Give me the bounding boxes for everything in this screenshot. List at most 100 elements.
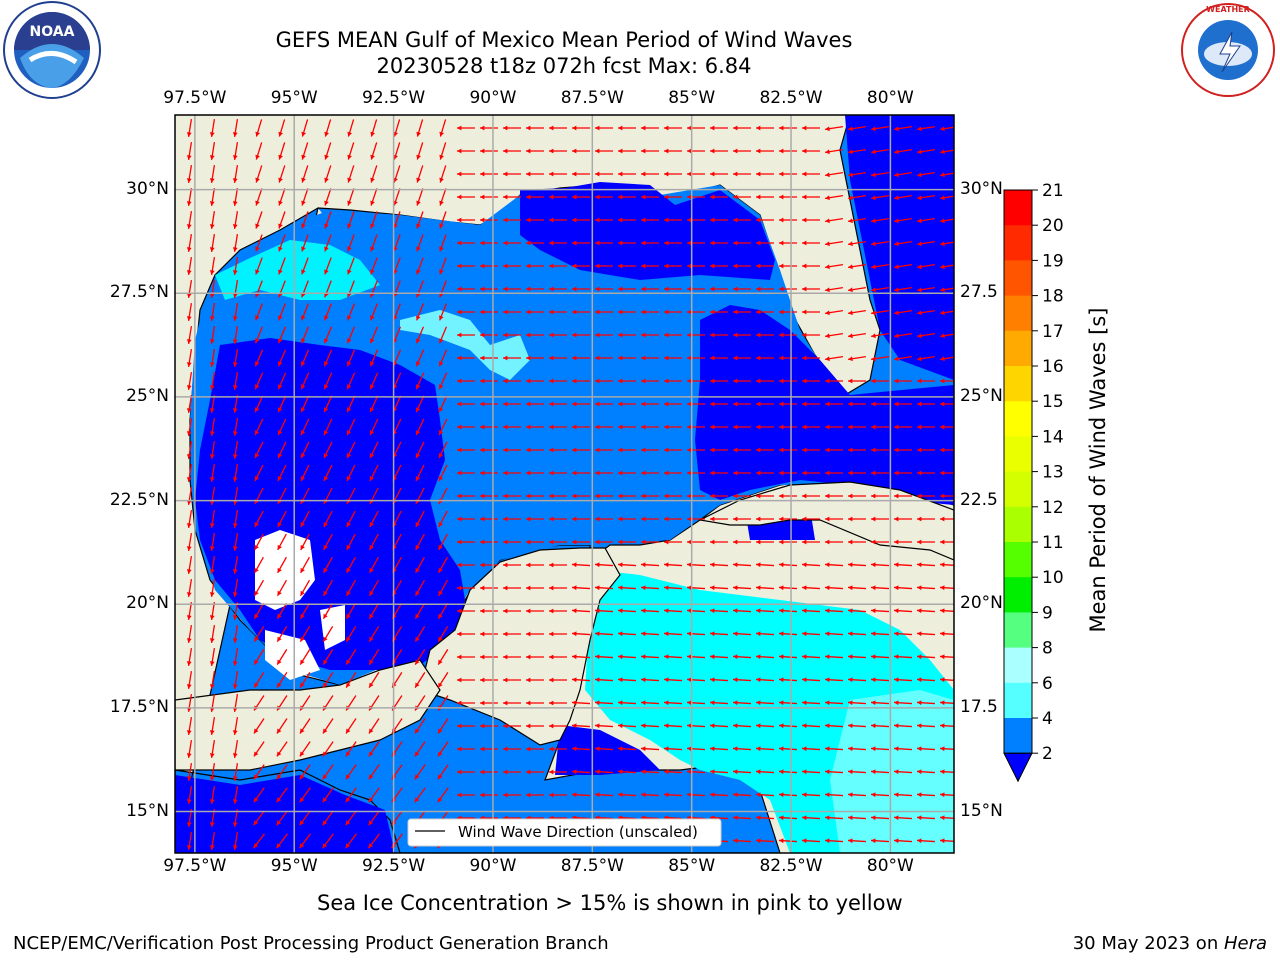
lat-label-left: 17.5°N	[109, 696, 169, 717]
wave-arrow	[209, 510, 216, 528]
wave-arrow	[255, 142, 263, 160]
wave-arrow	[939, 700, 954, 706]
wave-arrow	[664, 217, 682, 223]
wave-arrow	[779, 217, 797, 223]
wave-arrow	[801, 608, 821, 614]
wave-arrow	[457, 723, 475, 729]
wave-arrow	[347, 211, 355, 229]
wave-arrow	[277, 326, 287, 344]
wave-arrow	[370, 142, 378, 160]
lon-label-top: 87.5°W	[560, 88, 624, 108]
wave-arrow	[709, 723, 729, 729]
wave-arrow	[276, 625, 288, 643]
wave-arrow	[871, 309, 889, 316]
wave-arrow	[232, 165, 239, 183]
wave-arrow	[232, 556, 239, 574]
wave-arrow	[778, 654, 798, 660]
lon-label-bottom: 90°W	[469, 856, 517, 876]
wave-arrow	[209, 579, 216, 597]
wave-arrow	[414, 741, 426, 757]
wave-arrow	[916, 562, 936, 568]
wave-arrow	[733, 148, 751, 154]
wave-arrow	[595, 286, 613, 292]
wave-arrow	[572, 148, 590, 154]
wave-arrow	[870, 562, 890, 568]
wave-arrow	[323, 464, 333, 482]
wave-arrow	[710, 424, 728, 430]
wave-arrow	[232, 763, 239, 781]
wave-arrow	[779, 424, 797, 430]
wave-arrow	[640, 746, 660, 752]
wave-arrow	[687, 539, 705, 545]
wave-arrow	[779, 286, 797, 292]
wave-arrow	[939, 838, 954, 844]
wave-arrow	[894, 240, 912, 247]
wave-arrow	[940, 356, 954, 362]
wave-arrow	[457, 171, 475, 177]
wave-arrow	[571, 562, 591, 568]
wave-arrow	[687, 125, 705, 131]
wave-arrow	[732, 792, 752, 798]
wave-arrow	[437, 787, 449, 803]
wave-arrow	[687, 217, 705, 223]
wave-arrow	[300, 395, 310, 413]
wave-arrow	[733, 240, 751, 246]
wave-arrow	[209, 487, 216, 505]
wave-arrow	[301, 188, 309, 206]
wave-arrow	[322, 649, 334, 665]
wave-arrow	[299, 718, 311, 734]
lon-label-top: 80°W	[866, 88, 914, 108]
wave-arrow	[480, 171, 498, 177]
wave-arrow	[277, 395, 287, 413]
wave-arrow	[825, 470, 843, 476]
wave-arrow	[940, 516, 954, 522]
wave-arrow	[687, 355, 705, 361]
wave-arrow	[617, 677, 637, 683]
wave-arrow	[917, 217, 935, 224]
lat-label-right: 22.5	[960, 489, 998, 510]
wave-arrow	[687, 378, 705, 384]
wave-arrow	[802, 171, 820, 177]
wave-arrow	[277, 418, 287, 436]
wave-arrow	[893, 792, 913, 798]
wave-arrow	[480, 723, 498, 729]
wave-arrow	[618, 516, 636, 522]
wave-arrow	[457, 585, 475, 591]
wave-arrow	[278, 257, 286, 275]
wave-arrow	[847, 608, 867, 614]
wave-arrow	[345, 810, 357, 826]
wave-arrow	[641, 516, 659, 522]
wave-arrow	[847, 769, 867, 775]
colorbar-tick-label: 16	[1042, 357, 1064, 377]
wave-arrow	[457, 332, 475, 338]
wave-arrow	[368, 602, 380, 620]
wave-arrow	[848, 447, 866, 453]
wave-arrow	[437, 718, 449, 734]
wave-arrow	[347, 119, 355, 137]
wave-arrow	[779, 125, 797, 131]
wave-arrow	[824, 746, 844, 752]
wave-arrow	[594, 723, 614, 729]
wave-arrow	[640, 700, 660, 706]
wave-arrow	[549, 539, 567, 545]
wave-arrow	[526, 470, 544, 476]
wave-arrow	[595, 332, 613, 338]
wave-arrow	[457, 562, 475, 568]
wave-arrow	[595, 240, 613, 246]
wave-arrow	[801, 677, 821, 683]
wave-arrow	[870, 838, 890, 844]
title-line-1: GEFS MEAN Gulf of Mexico Mean Period of …	[275, 28, 853, 52]
wave-arrow	[186, 372, 193, 390]
wave-arrow	[618, 378, 636, 384]
wave-arrow	[687, 309, 705, 315]
lon-label-bottom: 85°W	[668, 856, 716, 876]
wave-arrow	[664, 240, 682, 246]
wave-arrow	[618, 240, 636, 246]
wave-arrow	[526, 700, 544, 706]
wave-arrow	[802, 286, 820, 292]
wave-arrow	[893, 585, 913, 591]
wave-arrow	[618, 470, 636, 476]
wave-arrow	[480, 631, 498, 637]
wave-arrow	[709, 608, 729, 614]
wave-arrow	[778, 838, 798, 844]
